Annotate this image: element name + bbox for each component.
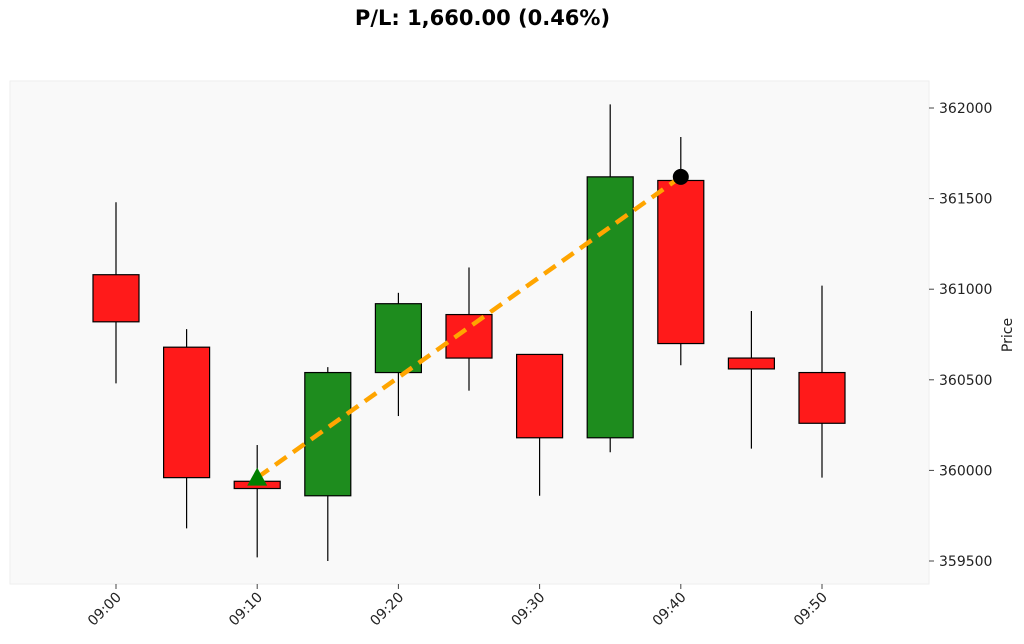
candle-body-down <box>515 353 564 439</box>
candles-group <box>92 104 846 561</box>
candle <box>515 353 564 496</box>
y-tick-label: 360000 <box>939 463 992 479</box>
candle <box>727 310 776 449</box>
y-tick-label: 362000 <box>939 101 992 117</box>
candle-body-up <box>304 371 352 497</box>
candle <box>92 202 140 384</box>
candle <box>304 367 352 561</box>
candle <box>374 292 422 417</box>
y-tick-label: 361000 <box>939 282 992 298</box>
y-axis-label: Price <box>1000 318 1016 352</box>
x-tick-label: 09:00 <box>85 590 125 630</box>
entry-triangle-icon <box>247 467 268 486</box>
candle-body-down <box>727 357 776 370</box>
y-tick-label: 360500 <box>939 373 992 389</box>
chart-title: P/L: 1,660.00 (0.46%) <box>354 6 611 30</box>
candle-body-down <box>92 274 140 323</box>
candle-body-up <box>586 176 634 439</box>
y-axis: 359500 360000 360500 361000 361500 362000 <box>929 101 992 570</box>
x-tick-label: 09:10 <box>226 590 266 630</box>
exit-circle-icon <box>672 168 689 185</box>
candle-body-down <box>445 313 493 359</box>
y-tick-label: 359500 <box>939 554 992 570</box>
x-axis: 09:00 09:10 09:20 09:30 09:40 09:50 <box>85 584 831 629</box>
candle-body-down <box>657 179 705 345</box>
candle <box>798 285 846 478</box>
y-tick-label: 361500 <box>939 192 992 208</box>
trade-overlay <box>247 168 689 486</box>
candle <box>586 104 634 453</box>
candle-body-down <box>798 371 846 424</box>
candle-body-up <box>374 303 422 374</box>
candle-body-down <box>163 346 211 479</box>
x-tick-label: 09:20 <box>367 590 407 630</box>
x-tick-label: 09:40 <box>650 590 690 630</box>
x-tick-label: 09:30 <box>509 590 549 630</box>
x-tick-label: 09:50 <box>791 590 831 630</box>
candle <box>163 329 211 529</box>
